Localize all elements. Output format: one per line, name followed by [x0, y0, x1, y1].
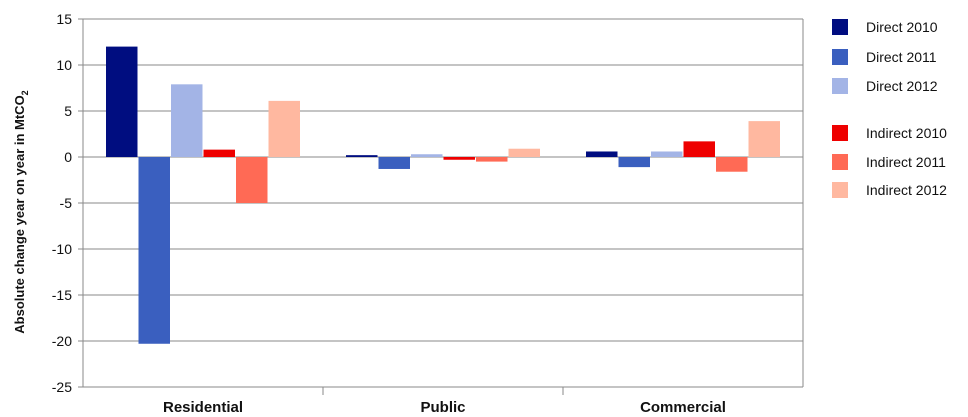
category-labels: Residential Public Commercial — [163, 399, 726, 416]
y-axis-label: Absolute change year on year in MtCO2 — [12, 90, 30, 333]
bar — [508, 148, 540, 157]
bar — [586, 151, 618, 157]
y-axis-label-text: Absolute change year on year in MtCO — [12, 95, 27, 333]
legend-swatch — [832, 49, 848, 65]
bar — [171, 84, 203, 157]
axes — [78, 18, 804, 395]
bars — [106, 46, 780, 344]
legend-label: Direct 2011 — [866, 49, 937, 65]
category-label: Public — [420, 399, 465, 416]
bar — [106, 46, 138, 157]
y-tick-labels: 15 10 5 0 -5 -10 -15 -20 -25 — [52, 11, 72, 395]
bar — [651, 151, 683, 157]
y-tick-label: 10 — [56, 57, 72, 73]
legend-label: Indirect 2012 — [866, 182, 947, 198]
bar — [411, 154, 443, 157]
y-tick-label: -20 — [52, 333, 72, 349]
legend-label: Indirect 2010 — [866, 125, 947, 141]
category-label: Commercial — [640, 399, 726, 416]
legend-label: Direct 2012 — [866, 78, 938, 94]
legend-swatch — [832, 125, 848, 141]
legend-swatch — [832, 154, 848, 170]
y-tick-label: 0 — [64, 149, 72, 165]
y-tick-label: -15 — [52, 287, 72, 303]
bar — [236, 157, 268, 203]
legend-label: Indirect 2011 — [866, 154, 946, 170]
bar — [618, 157, 650, 168]
y-tick-label: 15 — [56, 11, 72, 27]
bar — [748, 121, 780, 157]
y-tick-label: -25 — [52, 379, 72, 395]
bar — [443, 157, 475, 160]
bar — [683, 141, 715, 157]
legend-swatch — [832, 78, 848, 94]
bar — [346, 155, 378, 157]
legend-swatch — [832, 19, 848, 35]
y-tick-label: -5 — [60, 195, 73, 211]
bar — [476, 157, 508, 162]
legend-label: Direct 2010 — [866, 19, 938, 35]
bar — [716, 157, 748, 172]
bar — [203, 149, 235, 157]
legend-swatch — [832, 182, 848, 198]
category-label: Residential — [163, 399, 243, 416]
y-axis-label-subscript: 2 — [20, 90, 30, 95]
gridlines — [83, 18, 803, 388]
bar — [268, 100, 300, 157]
bar — [138, 157, 170, 344]
y-tick-label: -10 — [52, 241, 72, 257]
bar — [378, 157, 410, 169]
y-tick-label: 5 — [64, 103, 72, 119]
legend: Direct 2010 Direct 2011 Direct 2012 Indirec… — [832, 19, 947, 198]
